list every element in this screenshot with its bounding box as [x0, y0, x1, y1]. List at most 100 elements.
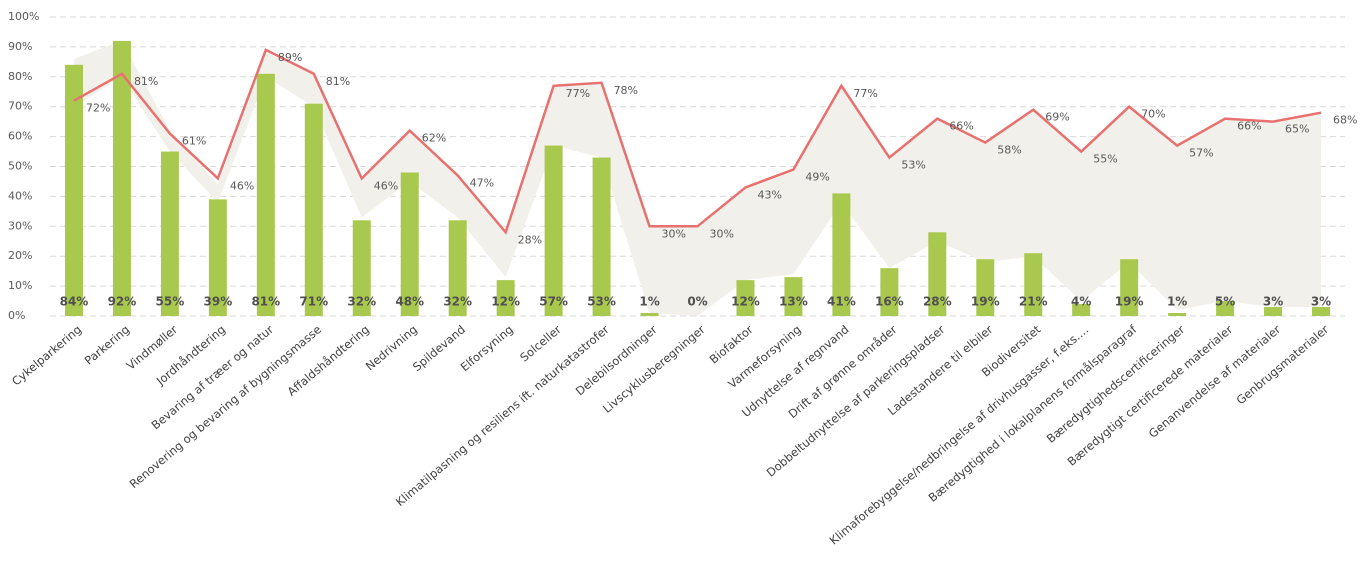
- bar-label: 28%: [923, 295, 952, 309]
- bar-label: 55%: [156, 295, 185, 309]
- line-label: 58%: [997, 144, 1021, 157]
- y-tick-label: 80%: [8, 70, 32, 83]
- line-label: 81%: [134, 75, 158, 88]
- bar-label: 32%: [443, 295, 472, 309]
- bar: [160, 151, 179, 316]
- area: [73, 40, 1322, 317]
- bar: [448, 220, 467, 316]
- bar-label: 12%: [491, 295, 520, 309]
- line-label: 66%: [1237, 120, 1261, 133]
- bar-label: 5%: [1215, 295, 1235, 309]
- bar-label: 19%: [971, 295, 1000, 309]
- line-label: 70%: [1141, 108, 1165, 121]
- bar-label: 3%: [1311, 295, 1331, 309]
- x-tick-label: Dobbeltudnyttelse af parkeringspladser: [764, 322, 948, 480]
- bar: [640, 313, 659, 316]
- x-tick-label: Delebilsordninger: [573, 322, 660, 398]
- bar-label: 71%: [299, 295, 328, 309]
- y-tick-label: 60%: [8, 130, 32, 143]
- bar-label: 19%: [1115, 295, 1144, 309]
- bar: [112, 40, 131, 317]
- bar: [976, 259, 995, 316]
- line-label: 89%: [278, 51, 302, 64]
- bar-label: 39%: [204, 295, 233, 309]
- bar-label: 41%: [827, 295, 856, 309]
- y-tick-label: 50%: [8, 160, 32, 173]
- line-label: 55%: [1093, 153, 1117, 166]
- bar: [784, 277, 803, 316]
- y-tick-label: 100%: [8, 10, 39, 23]
- bar: [256, 73, 275, 316]
- bar-label: 84%: [60, 295, 89, 309]
- bar-label: 57%: [539, 295, 568, 309]
- bar: [208, 199, 227, 316]
- line-label: 28%: [518, 233, 542, 246]
- bar-label: 1%: [1167, 295, 1187, 309]
- line-label: 46%: [374, 179, 398, 192]
- line-label: 57%: [1189, 147, 1213, 160]
- bar: [1216, 301, 1235, 316]
- bar: [880, 268, 899, 316]
- bar: [544, 145, 563, 316]
- bar-label: 16%: [875, 295, 904, 309]
- bar: [1024, 253, 1043, 316]
- bar-label: 4%: [1071, 295, 1091, 309]
- bar: [832, 193, 851, 316]
- bar-label: 81%: [251, 295, 280, 309]
- bar-label: 12%: [731, 295, 760, 309]
- y-tick-label: 0%: [8, 309, 25, 322]
- y-tick-label: 20%: [8, 249, 32, 262]
- bar: [1072, 304, 1091, 316]
- x-tick-label: Affaldshåndtering: [285, 322, 372, 399]
- y-tick-label: 40%: [8, 189, 32, 202]
- y-tick-label: 70%: [8, 100, 32, 113]
- bar: [928, 232, 947, 316]
- x-tick-label: Elforsyning: [458, 322, 516, 374]
- line-label: 68%: [1333, 114, 1357, 127]
- line-label: 47%: [470, 176, 494, 189]
- bar-label: 48%: [395, 295, 424, 309]
- bar-label: 0%: [687, 295, 707, 309]
- bar-label: 21%: [1019, 295, 1048, 309]
- bar: [496, 280, 515, 316]
- line-label: 30%: [662, 227, 686, 240]
- line-label: 69%: [1045, 111, 1069, 124]
- bar-label: 1%: [639, 295, 659, 309]
- line-label: 72%: [86, 102, 110, 115]
- y-tick-label: 30%: [8, 219, 32, 232]
- bar: [1264, 307, 1283, 316]
- bar: [1312, 307, 1331, 316]
- line-label: 53%: [901, 159, 925, 172]
- line-label: 62%: [422, 132, 446, 145]
- bar: [736, 280, 755, 316]
- bar: [400, 172, 419, 316]
- line-label: 43%: [757, 188, 781, 201]
- line-label: 46%: [230, 179, 254, 192]
- bar: [1120, 259, 1139, 316]
- line-label: 61%: [182, 135, 206, 148]
- x-tick-label: Cykelparkering: [9, 322, 84, 388]
- x-tick-label: Solceller: [517, 322, 564, 364]
- line-label: 30%: [710, 227, 734, 240]
- line-label: 49%: [805, 170, 829, 183]
- bar-label: 3%: [1263, 295, 1283, 309]
- bar: [304, 103, 323, 317]
- bar: [1168, 313, 1187, 316]
- line-label: 77%: [853, 87, 877, 100]
- bar-label: 92%: [108, 295, 137, 309]
- y-tick-label: 90%: [8, 40, 32, 53]
- bar-label: 53%: [587, 295, 616, 309]
- x-tick-label: Genbrugsmaterialer: [1234, 322, 1332, 407]
- bar: [592, 157, 611, 316]
- bar-label: 13%: [779, 295, 808, 309]
- line: [73, 48, 1322, 235]
- line-label: 77%: [566, 87, 590, 100]
- line-label: 78%: [614, 84, 638, 97]
- line-label: 81%: [326, 75, 350, 88]
- line-label: 65%: [1285, 123, 1309, 136]
- y-tick-label: 10%: [8, 279, 32, 292]
- bar: [64, 64, 83, 316]
- bar-label: 32%: [347, 295, 376, 309]
- bar: [352, 220, 371, 316]
